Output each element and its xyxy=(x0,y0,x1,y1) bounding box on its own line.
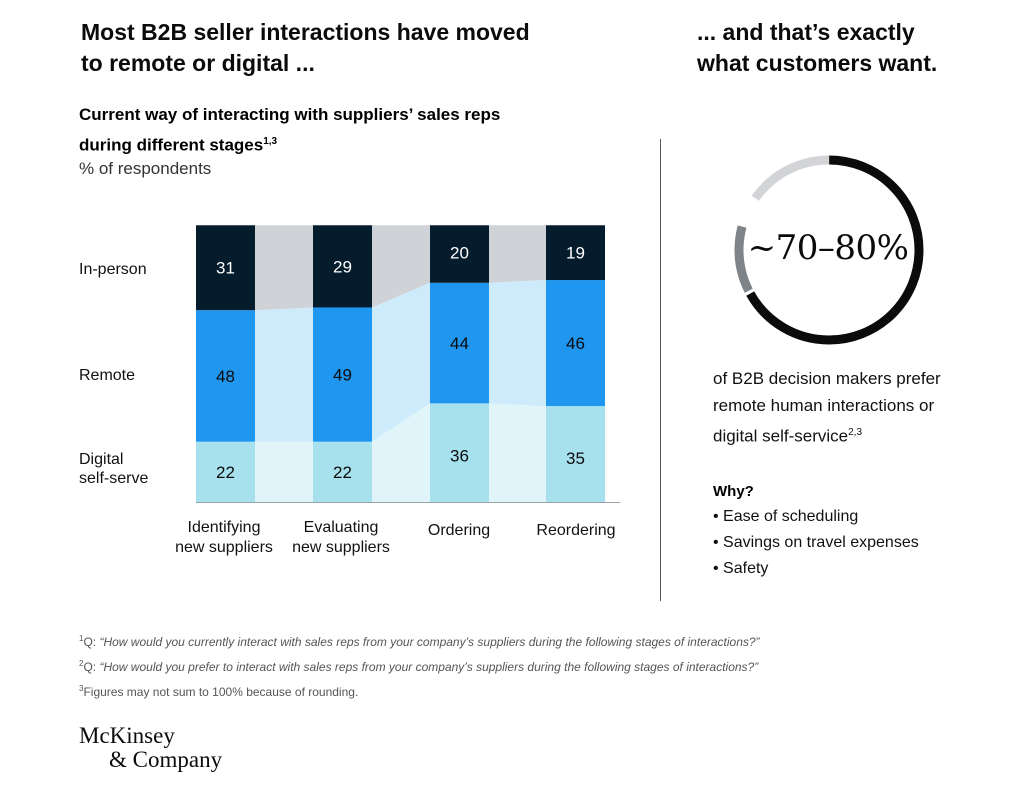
row-label-in-person: In-person xyxy=(79,260,147,279)
preference-line-1: of B2B decision makers prefer xyxy=(713,369,941,388)
ring-value-text: ~70–80% xyxy=(747,228,909,268)
bar-segment-in-person-4 xyxy=(546,225,605,281)
why-item-travel: • Savings on travel expenses xyxy=(713,534,919,551)
bar-segment-digital-3 xyxy=(430,403,489,502)
mckinsey-logo: McKinsey & Company xyxy=(79,724,222,772)
value-label-digital-4: 35 xyxy=(566,449,585,468)
flow-band-in-person-3 xyxy=(489,225,546,283)
preference-line-3-text: digital self-service xyxy=(713,426,849,446)
row-label-remote: Remote xyxy=(79,366,135,385)
preference-sup: 2,3 xyxy=(848,427,863,438)
footnote-1-prefix: Q: xyxy=(83,635,100,649)
value-label-in-person-1: 31 xyxy=(216,259,235,278)
row-label-remote-text: Remote xyxy=(79,367,136,384)
ring-segment-mid xyxy=(734,155,924,345)
bar-segment-remote-2 xyxy=(313,307,372,442)
why-item-safety: • Safety xyxy=(713,560,769,577)
value-label-digital-3: 36 xyxy=(450,446,469,465)
bar-segment-in-person-1 xyxy=(196,225,255,311)
x-label-reordering: Reordering xyxy=(506,521,646,541)
preference-ring xyxy=(734,155,924,345)
value-label-in-person-2: 29 xyxy=(333,257,352,276)
preference-line-2: remote human interactions or xyxy=(713,396,935,415)
left-headline: Most B2B seller interactions have moved … xyxy=(81,17,530,79)
chart-bars xyxy=(196,225,605,502)
value-label-remote-4: 46 xyxy=(566,334,585,353)
flow-band-remote-2 xyxy=(372,282,430,442)
x-label-reordering-1: Reordering xyxy=(536,522,616,539)
value-label-digital-1: 22 xyxy=(216,463,235,482)
flow-band-digital-3 xyxy=(489,403,546,502)
why-list: • Ease of scheduling • Savings on travel… xyxy=(713,504,919,582)
footnote-2: 2Q: “How would you prefer to interact wi… xyxy=(79,653,760,678)
value-label-remote-2: 49 xyxy=(333,366,352,385)
row-label-in-person-text: In-person xyxy=(79,261,147,278)
footnote-2-num: 2 xyxy=(79,659,84,668)
bar-segment-digital-2 xyxy=(313,441,372,502)
value-label-in-person-4: 19 xyxy=(566,243,585,262)
bar-segment-in-person-3 xyxy=(430,225,489,283)
logo-line-2: & Company xyxy=(109,747,223,772)
chart-value-labels: 22 48 31 22 49 29 36 44 20 35 46 19 xyxy=(216,243,585,482)
flow-band-in-person-1 xyxy=(255,225,313,311)
footnote-1-num: 1 xyxy=(79,634,84,643)
row-label-digital: Digital self-serve xyxy=(79,450,148,488)
bar-segment-remote-1 xyxy=(196,310,255,442)
chart-title-line-2: during different stages1,3 xyxy=(79,128,500,159)
why-item-scheduling: • Ease of scheduling xyxy=(713,508,859,525)
value-label-digital-2: 22 xyxy=(333,463,352,482)
x-label-evaluating: Evaluating new suppliers xyxy=(271,518,411,558)
chart-subtitle: % of respondents xyxy=(79,159,212,178)
footnote-3: 3Figures may not sum to 100% because of … xyxy=(79,678,760,703)
bar-segment-digital-1 xyxy=(196,441,255,502)
x-label-identifying: Identifying new suppliers xyxy=(154,518,294,558)
right-headline-line-2: what customers want. xyxy=(697,50,938,76)
value-label-in-person-3: 20 xyxy=(450,243,469,262)
bar-segment-in-person-2 xyxy=(313,225,372,308)
logo-line-1: McKinsey xyxy=(79,723,175,748)
preference-line-3: digital self-service2,3 xyxy=(713,419,941,450)
x-label-identifying-1: Identifying xyxy=(187,519,261,536)
right-headline-line-1: ... and that’s exactly xyxy=(697,19,915,45)
left-headline-line-2: to remote or digital ... xyxy=(81,50,315,76)
right-headline: ... and that’s exactly what customers wa… xyxy=(697,17,937,79)
value-label-remote-1: 48 xyxy=(216,367,235,386)
flow-band-remote-3 xyxy=(489,280,546,407)
x-label-ordering-1: Ordering xyxy=(427,522,491,539)
x-label-evaluating-2: new suppliers xyxy=(292,539,390,556)
bar-segment-remote-4 xyxy=(546,280,605,407)
footnote-1-text: “How would you currently interact with s… xyxy=(99,635,760,649)
footnote-1: 1Q: “How would you currently interact wi… xyxy=(79,628,760,653)
preference-text: of B2B decision makers prefer remote hum… xyxy=(713,365,941,450)
why-title: Why? xyxy=(713,483,754,500)
flow-band-digital-1 xyxy=(255,441,313,502)
flow-band-in-person-2 xyxy=(372,225,430,308)
ring-segment-light xyxy=(734,155,924,345)
footnote-2-prefix: Q: xyxy=(83,660,100,674)
x-label-ordering: Ordering xyxy=(389,521,529,541)
footnote-3-text: Figures may not sum to 100% because of r… xyxy=(83,685,359,699)
chart-flow-bands xyxy=(255,225,546,502)
bar-segment-remote-3 xyxy=(430,282,489,404)
footnote-3-num: 3 xyxy=(79,684,84,693)
section-divider xyxy=(660,139,661,601)
footnote-2-text: “How would you prefer to interact with s… xyxy=(99,660,759,674)
left-headline-line-1: Most B2B seller interactions have moved xyxy=(81,19,530,45)
bar-segment-digital-4 xyxy=(546,406,605,502)
x-label-identifying-2: new suppliers xyxy=(175,539,273,556)
row-label-digital-text-2: self-serve xyxy=(79,470,149,487)
footnotes: 1Q: “How would you currently interact wi… xyxy=(79,628,760,703)
flow-band-digital-2 xyxy=(372,403,430,502)
chart-title-sup: 1,3 xyxy=(263,136,278,147)
chart-title-line-1: Current way of interacting with supplier… xyxy=(79,105,501,124)
ring-segment-main xyxy=(734,155,924,345)
x-label-evaluating-1: Evaluating xyxy=(303,519,379,536)
flow-band-remote-1 xyxy=(255,307,313,442)
chart-title: Current way of interacting with supplier… xyxy=(79,101,500,159)
row-label-digital-text-1: Digital xyxy=(79,451,124,468)
value-label-remote-3: 44 xyxy=(450,334,469,353)
chart-title-line-2-text: during different stages xyxy=(79,135,264,155)
